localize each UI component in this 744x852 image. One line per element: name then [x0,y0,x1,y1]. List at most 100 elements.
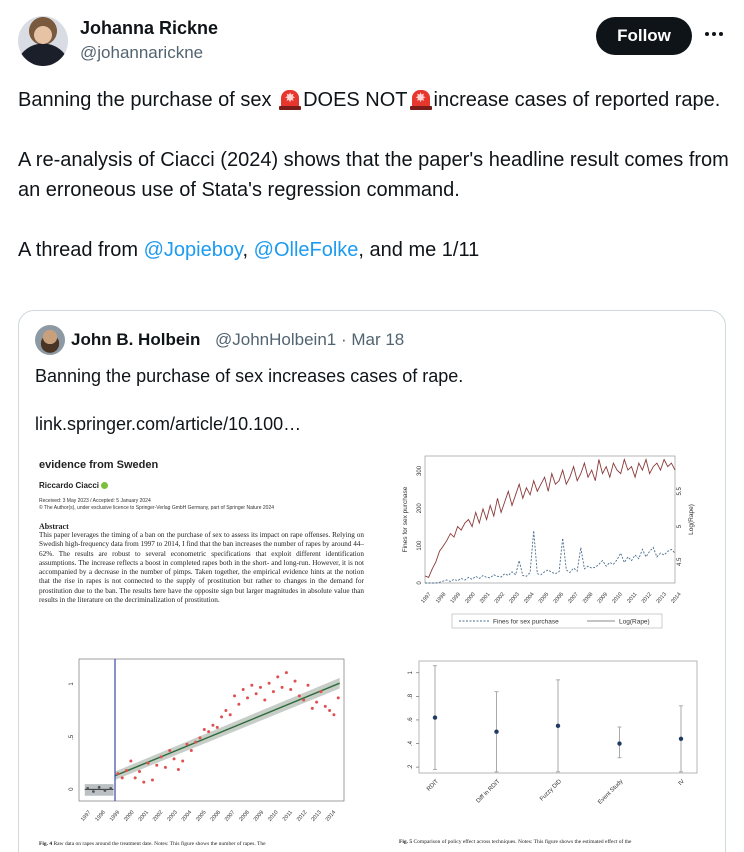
fig4-point [293,679,297,683]
fig4-point [258,685,262,689]
fig4-point [198,736,202,740]
tweet-paragraph-2: A re-analysis of Ciacci (2024) shows tha… [18,149,729,201]
ts-frame [424,455,676,584]
fig4-point [241,688,245,692]
fig4-point [319,690,323,694]
paper-meta: Received: 3 May 2023 / Accepted: 5 Janua… [39,498,364,512]
fig4-point [172,757,176,761]
ts-ylabel-right: Log(Rape) [688,504,695,535]
fig4-point [284,671,288,675]
fig4-pre-point [109,786,113,790]
mention-link-ollefolke[interactable]: @OlleFolke [253,239,359,261]
fig4-point [163,765,167,769]
quoted-author-handle[interactable]: @JohnHolbein1 · Mar 18 [215,330,405,349]
fig4-point [146,761,150,765]
tweet-text-emphasis: DOES NOT [303,89,408,111]
fig4-point [168,749,172,753]
orcid-icon [101,482,109,489]
ts-series-fines [425,530,676,584]
ts-background [387,451,707,636]
tweet-text-part: , [242,239,254,261]
ts-y-right-tick: 4.5 [677,557,683,566]
author-name[interactable]: Johanna Rickne [80,18,219,38]
fig4-fit-line [114,682,340,777]
abstract-text: This paper leverages the timing of a ban… [39,531,364,605]
ts-y-left-tick: 100 [417,540,423,551]
ts-y-left-tick: 200 [417,503,423,514]
paper-meta-copyright: © The Author(s), under exclusive licence… [39,505,274,511]
tweet-text-part: Banning the purchase of sex [18,89,278,111]
fig4-point [254,692,258,696]
timeseries-chart: 0 100 200 300 4.5 5 5.5 Fines for sex purchase L… [387,451,707,636]
fig4-point [189,749,193,753]
fig4-point [289,688,293,692]
fig5-estimate-point [432,715,438,720]
follow-button[interactable]: Follow [596,17,692,55]
fig5-x-label: IV [678,779,686,787]
paper-abstract-page: evidence from Sweden Riccardo Ciacci Rec… [39,459,364,605]
ts-y-left-tick: 0 [417,581,423,585]
fig4-caption: Fig. 4 Raw data on rapes around the trea… [39,841,364,848]
fig4-y-tick: .5 [69,734,75,740]
tweet-text-part: increase cases of reported rape. [433,89,721,111]
fig4-point [233,694,237,698]
ts-y-left-tick: 300 [417,465,423,476]
fig4-point [220,715,224,719]
quoted-tweet[interactable]: John B. Holbein @JohnHolbein1 · Mar 18 B… [18,310,726,852]
quoted-author-avatar[interactable] [35,325,65,355]
mention-link-jopieboy[interactable]: @Jopieboy [143,239,243,261]
fig4-point [133,776,137,780]
fig4-pre-point [92,790,95,793]
fig4-point [306,683,310,687]
fig4-point [263,698,267,702]
fig4-pre-point [86,786,90,790]
fig4-point [159,755,163,759]
ts-y-right-tick: 5.5 [677,486,683,495]
fig5-estimate-point [555,723,561,729]
quoted-tweet-link[interactable]: link.springer.com/article/10.100… [35,414,302,434]
fig4-point [155,763,159,767]
fig4-point [125,768,129,772]
quoted-tweet-text: Banning the purchase of sex increases ca… [35,366,464,386]
quoted-media-image[interactable]: evidence from Sweden Riccardo Ciacci Rec… [19,451,725,852]
fig4-point [250,683,254,687]
tweet-text-part: A thread from [18,239,144,261]
siren-icon: ✸ [279,88,302,110]
tweet-paragraph-3: A thread from @Jopieboy, @OlleFolke, and… [18,235,730,265]
ts-y-right-tick: 5 [677,524,683,528]
fig5-frame [418,660,698,774]
fig5-background [387,651,707,851]
fig4-point [194,740,198,744]
fig4-pre-point [103,789,107,792]
fig4-point [176,767,180,771]
paper-meta-dates: Received: 3 May 2023 / Accepted: 5 Janua… [39,498,151,504]
fig4-point [336,696,340,700]
fig5-y-tick: 1 [408,670,414,674]
fig5-estimate-point [617,741,622,746]
siren-icon: ✸ [409,88,432,110]
fig4-y-tick: 0 [69,787,75,791]
more-options-icon[interactable] [702,22,726,46]
ts-legend-box [451,613,663,629]
paper-author: Riccardo Ciacci [39,481,364,490]
fig5-estimate-point [678,736,684,742]
abstract-heading: Abstract [39,522,69,531]
quoted-author-name[interactable]: John B. Holbein [71,330,201,349]
fig4-point [120,776,124,780]
fig4-point [310,706,314,710]
fig4-background [39,651,364,851]
fig4-point [323,704,327,708]
fig4-point [116,772,120,776]
fig4-point [297,694,301,698]
tweet-text: Banning the purchase of sex ✸ DOES NOT ✸ in… [18,85,730,265]
fig4-point [137,770,141,774]
fig4-point [237,702,241,706]
ts-legend-label: Log(Rape) [619,619,650,626]
author-handle[interactable]: @johannarickne [80,43,204,62]
author-avatar[interactable] [18,16,68,66]
fig4-point [181,759,185,763]
fig4-point [267,681,271,685]
fig4-pre-point [97,785,101,789]
